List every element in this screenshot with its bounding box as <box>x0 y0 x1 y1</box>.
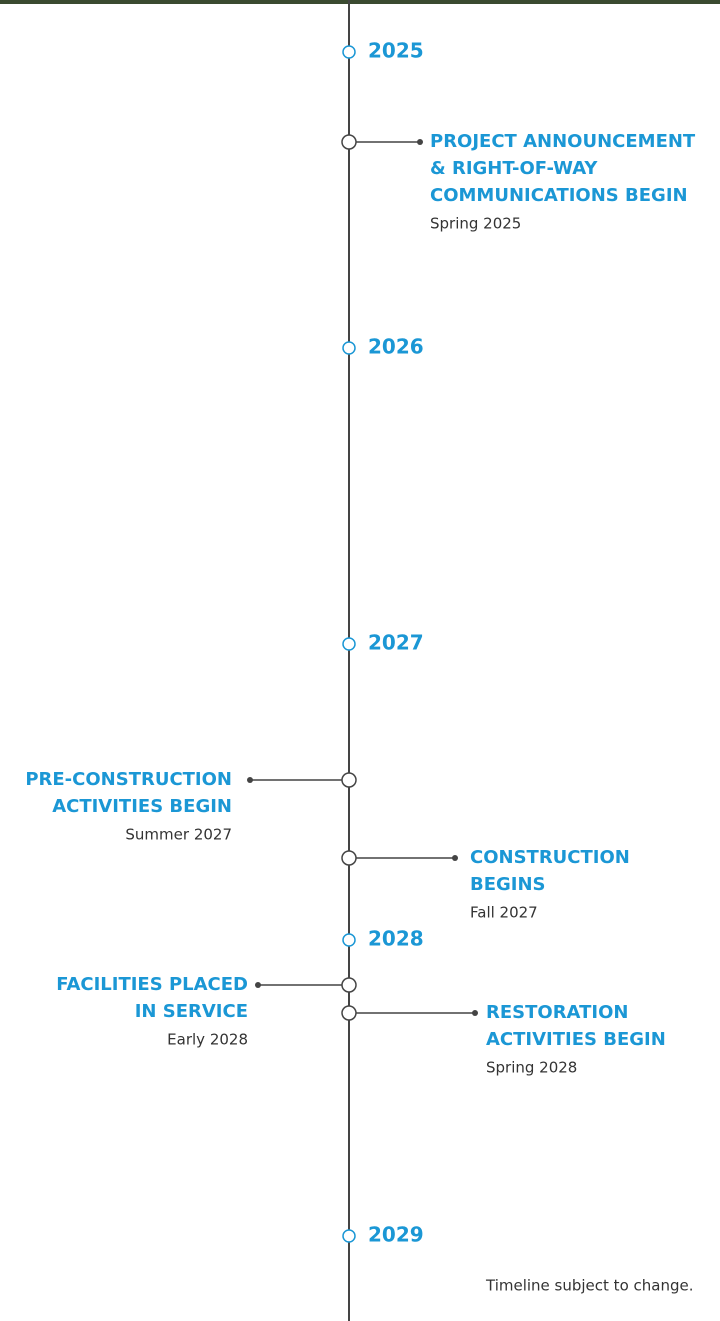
year-marker <box>342 1229 356 1243</box>
year-marker <box>342 341 356 355</box>
event-date: Spring 2025 <box>430 215 521 233</box>
event-marker <box>341 850 357 866</box>
event-title: COMMUNICATIONS BEGIN <box>430 185 688 206</box>
connector-dot <box>417 139 423 145</box>
event-date: Spring 2028 <box>486 1059 577 1077</box>
connector-dot <box>247 777 253 783</box>
event-date: Summer 2027 <box>125 826 232 844</box>
event-title: IN SERVICE <box>135 1001 248 1022</box>
connector-dot <box>452 855 458 861</box>
event-marker <box>341 772 357 788</box>
event-title: PROJECT ANNOUNCEMENT <box>430 131 696 152</box>
event-marker <box>341 134 357 150</box>
event-title: BEGINS <box>470 874 546 895</box>
year-marker <box>342 45 356 59</box>
connector-dot <box>472 1010 478 1016</box>
connector-dot <box>255 982 261 988</box>
event-title: & RIGHT-OF-WAY <box>430 158 598 179</box>
year-marker <box>342 933 356 947</box>
note: Timeline subject to change. <box>485 1277 693 1295</box>
year-marker <box>342 637 356 651</box>
event-date: Early 2028 <box>167 1031 248 1049</box>
year-label: 2025 <box>368 39 424 63</box>
year-label: 2027 <box>368 631 424 655</box>
event-date: Fall 2027 <box>470 904 538 922</box>
year-label: 2026 <box>368 335 424 359</box>
year-label: 2029 <box>368 1223 424 1247</box>
event-marker <box>341 977 357 993</box>
year-label: 2028 <box>368 927 424 951</box>
event-title: ACTIVITIES BEGIN <box>486 1029 666 1050</box>
event-title: PRE-CONSTRUCTION <box>25 769 232 790</box>
event-marker <box>341 1005 357 1021</box>
header-strip <box>0 0 720 4</box>
event-title: RESTORATION <box>486 1002 628 1023</box>
event-title: CONSTRUCTION <box>470 847 630 868</box>
event-title: ACTIVITIES BEGIN <box>52 796 232 817</box>
event-title: FACILITIES PLACED <box>56 974 248 995</box>
